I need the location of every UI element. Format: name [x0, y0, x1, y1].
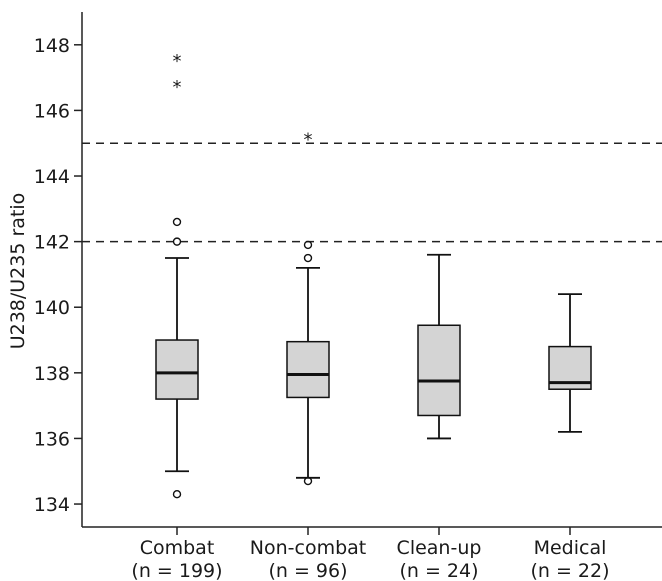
category-n-label: (n = 96)	[268, 560, 347, 581]
y-tick-label: 144	[34, 166, 70, 188]
category-n-label: (n = 199)	[131, 560, 222, 581]
category-n-label: (n = 24)	[399, 560, 478, 581]
iqr-box	[155, 339, 199, 400]
y-tick-label: 136	[34, 428, 70, 450]
reference-lines	[82, 142, 662, 243]
y-tick-label: 134	[34, 494, 70, 516]
outlier-point	[172, 489, 182, 499]
outlier-point	[303, 240, 313, 250]
outlier-point	[172, 237, 182, 246]
box-group-medical	[548, 293, 592, 433]
y-axis-label: U238/U235 ratio	[7, 193, 29, 350]
y-tick-label: 138	[34, 363, 70, 385]
outlier-point	[303, 476, 313, 486]
box-group-clean-up	[417, 253, 461, 440]
y-tick-label: 146	[34, 100, 70, 122]
box-group-non-combat: *	[286, 130, 330, 486]
iqr-box	[417, 324, 461, 417]
category-n-label: (n = 22)	[530, 560, 609, 581]
outlier-point	[303, 253, 313, 263]
y-tick-label: 148	[34, 35, 70, 57]
boxes: ***	[155, 51, 592, 499]
x-labels: Combat(n = 199) Non-combat(n = 96) Clean-u…	[131, 527, 610, 581]
extreme-point: *	[173, 77, 182, 98]
box-group-combat: **	[155, 51, 199, 499]
y-tick-label: 140	[34, 297, 70, 319]
category-label: Medical	[534, 537, 607, 559]
category-label: Combat	[140, 537, 215, 559]
extreme-point: *	[304, 130, 313, 151]
category-label: Non-combat	[250, 537, 366, 559]
category-label: Clean-up	[397, 537, 482, 559]
axes	[81, 12, 662, 528]
iqr-box	[286, 340, 330, 399]
outlier-point	[172, 217, 182, 227]
y-tick-label: 142	[34, 232, 70, 254]
extreme-point: *	[173, 51, 182, 72]
y-ticks: 134 136 138 140 142 144 146 148	[34, 35, 82, 516]
